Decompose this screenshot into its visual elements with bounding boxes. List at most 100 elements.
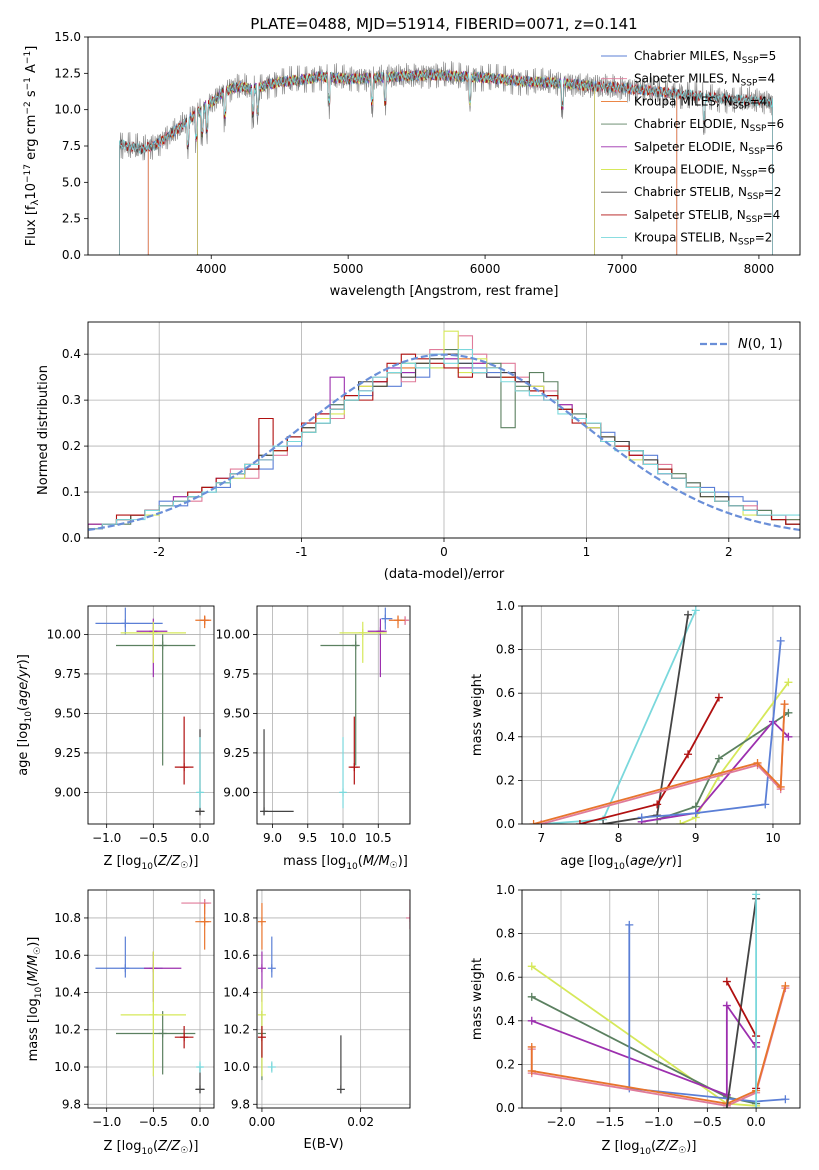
y-tick-label: 10.2 <box>223 1023 250 1037</box>
histogram-kroupa_stelib <box>88 349 800 538</box>
x-tick-label: 0.0 <box>190 831 209 845</box>
point-chabrier_stelib <box>684 610 693 619</box>
errorbar-kroupa_miles <box>195 615 212 629</box>
point-salpeter_stelib <box>684 750 693 759</box>
x-tick-label: 10.5 <box>365 831 392 845</box>
errorbar-chabrier_miles <box>267 936 276 978</box>
y-tick-label: 12.5 <box>54 66 81 80</box>
y-tick-label: 0.8 <box>496 643 515 657</box>
line-chabrier_elodie <box>531 996 757 1105</box>
x-tick-label: 8000 <box>744 262 775 276</box>
x-tick-label: 1 <box>583 545 591 559</box>
errorbar-chabrier_elodie <box>116 634 196 766</box>
point-kroupa_elodie <box>527 962 536 971</box>
errorbar-kroupa_miles <box>388 615 406 629</box>
axes-frame <box>521 889 801 1109</box>
plot-area <box>260 607 410 816</box>
y-tick-label: 10.8 <box>223 911 250 925</box>
y-tick-label: 0.0 <box>62 531 81 545</box>
y-tick-label: 10.4 <box>54 985 81 999</box>
point-chabrier_miles <box>761 800 770 809</box>
x-tick-label: 4000 <box>196 262 227 276</box>
x-tick-label: 7000 <box>607 262 638 276</box>
model-spectrum-chabrier_miles <box>147 68 678 255</box>
x-axis-label: wavelength [Angstrom, rest frame] <box>330 284 559 299</box>
y-tick-label: 10.00 <box>47 627 81 641</box>
legend-entry-chabrier_stelib: Chabrier STELIB, NSSP=2 <box>634 185 782 202</box>
point-salpeter_elodie <box>527 1016 536 1025</box>
point-kroupa_stelib <box>691 606 700 615</box>
plot-area <box>119 61 773 255</box>
y-tick-label: 0.2 <box>62 439 81 453</box>
y-tick-label: 0.8 <box>496 927 515 941</box>
errorbar-chabrier_miles <box>95 936 163 978</box>
y-tick-label: 9.75 <box>54 667 81 681</box>
point-kroupa_miles <box>527 1066 536 1075</box>
errorbar-chabrier_miles <box>95 607 163 635</box>
x-tick-label: −0.5 <box>139 831 168 845</box>
y-tick-label: 15.0 <box>54 30 81 44</box>
y-tick-label: 9.00 <box>223 785 250 799</box>
x-axis-label: E(B-V) <box>303 1137 343 1152</box>
y-tick-label: 9.75 <box>223 667 250 681</box>
y-tick-label: 9.00 <box>54 785 81 799</box>
axes-frame <box>87 605 215 825</box>
plot-area <box>95 899 212 1094</box>
errorbar-chabrier_miles <box>381 607 393 630</box>
point-salpeter_stelib <box>722 977 731 986</box>
x-tick-label: -2 <box>153 545 165 559</box>
line-chabrier_miles <box>628 924 786 1103</box>
axes-frame <box>87 889 215 1109</box>
legend: Chabrier MILES, NSSP=5 Salpeter MILES, NS… <box>601 49 784 248</box>
y-tick-label: 10.6 <box>223 948 250 962</box>
y-tick-label: 0.0 <box>62 248 81 262</box>
plot-area <box>88 330 800 538</box>
y-tick-label: 0.2 <box>496 1057 515 1071</box>
errorbar-salpeter_miles <box>181 899 212 915</box>
x-tick-label: 0 <box>440 545 448 559</box>
line-chabrier_stelib <box>725 898 757 1108</box>
x-axis-label: Z [log10(Z/Z☉)] <box>104 854 199 872</box>
y-tick-label: 0.4 <box>496 1014 515 1028</box>
errorbar-salpeter_elodie <box>144 951 182 1002</box>
point-kroupa_miles <box>780 700 789 709</box>
y-axis-label: age [log10(age/yr)] <box>16 654 34 776</box>
y-axis-label: mass weight <box>470 958 485 1040</box>
y-tick-label: 9.8 <box>231 1097 250 1111</box>
x-tick-label: −1.0 <box>644 1115 673 1129</box>
panel-weight-vs-z: −2.0 −1.5 −1.0 −0.5 0.0 0.0 0.2 0.4 0.6 0.8 1.0 <box>496 883 801 1129</box>
legend-entry-chabrier_elodie: Chabrier ELODIE, NSSP=6 <box>634 117 784 134</box>
x-tick-label: −0.5 <box>139 1115 168 1129</box>
point-kroupa_elodie <box>784 678 793 687</box>
line-kroupa_miles <box>533 704 786 824</box>
x-tick-label: −1.5 <box>595 1115 624 1129</box>
x-tick-label: 5000 <box>333 262 364 276</box>
y-tick-label: 10.0 <box>54 103 81 117</box>
panel-weight-vs-age: 7 8 9 10 0.0 0.2 0.4 0.6 0.8 1.0 <box>496 599 801 845</box>
plot-area <box>95 607 212 816</box>
errorbar-salpeter_stelib <box>174 716 194 785</box>
figure-title: PLATE=0488, MJD=51914, FIBERID=0071, z=0… <box>250 15 637 33</box>
axes-frame <box>87 36 801 256</box>
point-kroupa_miles <box>776 782 785 791</box>
errorbar-kroupa_stelib <box>267 1061 276 1073</box>
errorbar-kroupa_miles <box>195 903 212 950</box>
line-kroupa_elodie <box>679 681 790 824</box>
point-salpeter_stelib <box>714 693 723 702</box>
point-chabrier_miles <box>691 809 700 818</box>
y-tick-label: 9.50 <box>54 706 81 720</box>
x-tick-label: 2 <box>725 545 733 559</box>
x-tick-label: 10.0 <box>330 831 357 845</box>
y-tick-label: 1.0 <box>496 883 515 897</box>
y-tick-label: 10.2 <box>54 1023 81 1037</box>
panel-residuals: -2 -1 0 1 2 0.0 0.1 0.2 0.3 0.4 <box>62 321 801 559</box>
point-chabrier_miles <box>625 920 634 929</box>
axes-frame <box>87 321 801 539</box>
y-tick-label: 7.5 <box>62 139 81 153</box>
y-tick-label: 0.0 <box>496 817 515 831</box>
errorbar-kroupa_elodie <box>339 621 387 663</box>
y-tick-label: 0.1 <box>62 485 81 499</box>
line-chabrier_miles <box>641 640 782 819</box>
y-tick-label: 2.5 <box>62 212 81 226</box>
